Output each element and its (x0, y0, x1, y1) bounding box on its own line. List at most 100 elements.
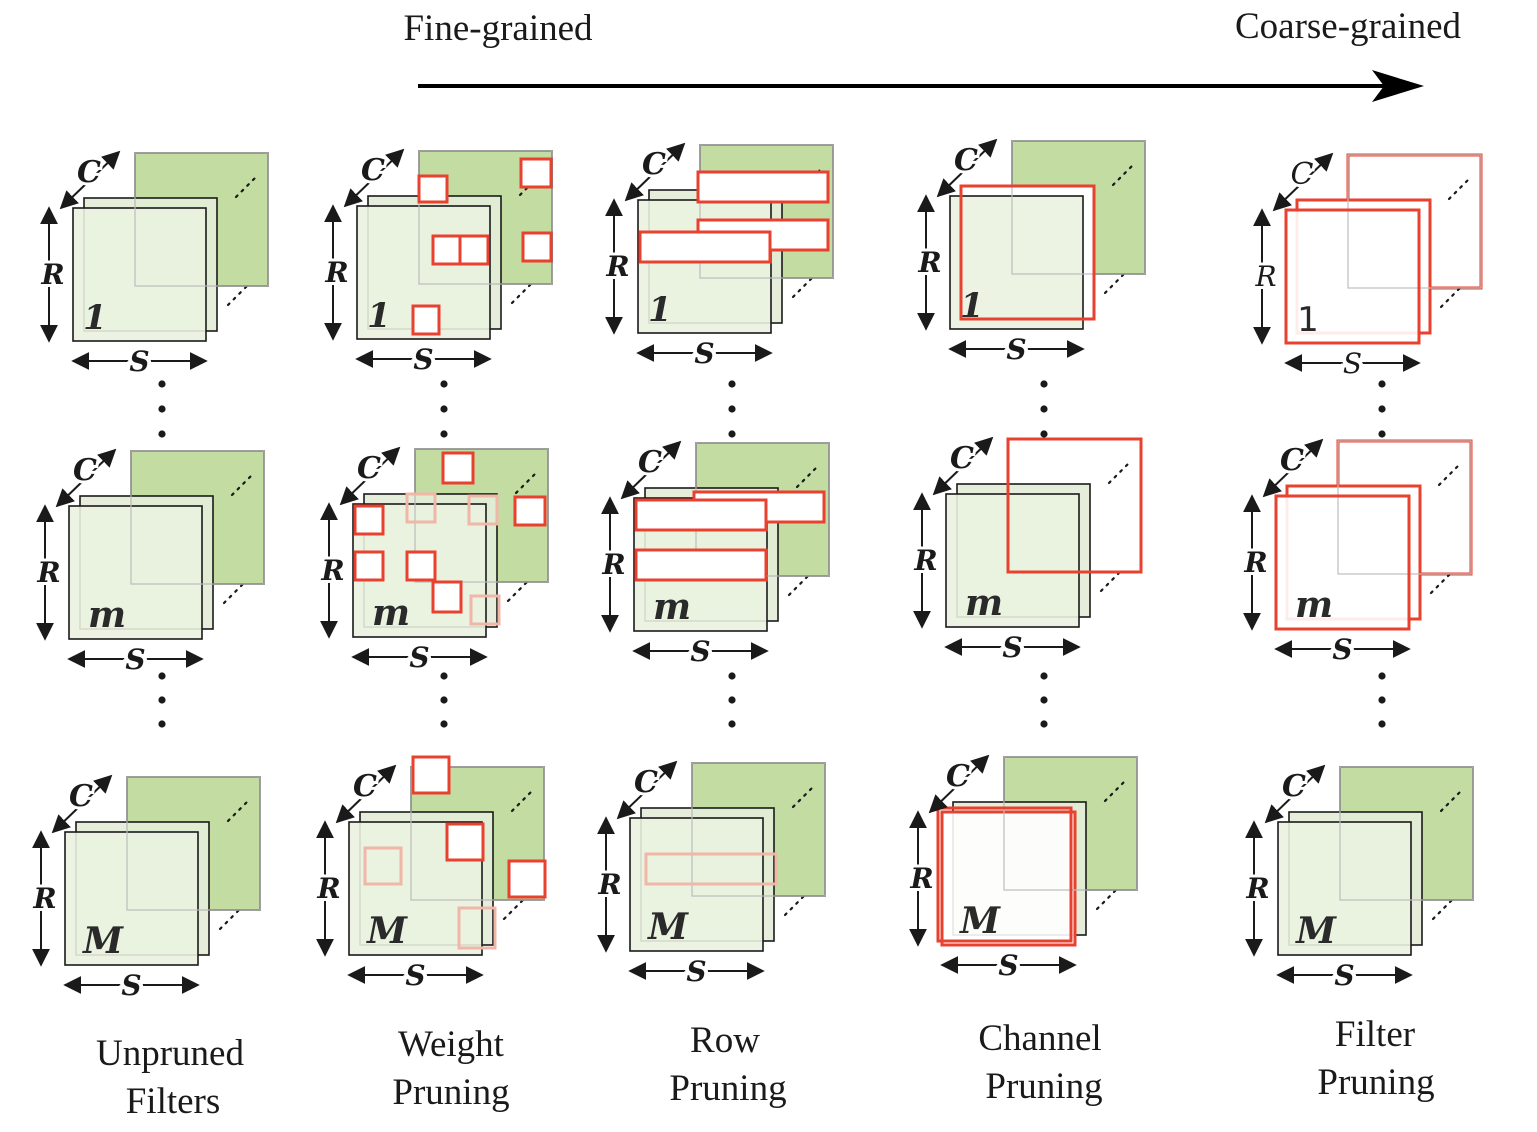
channel-ellipsis (795, 463, 821, 489)
row-ellipsis-dot (158, 696, 166, 704)
row-label: R (324, 256, 348, 289)
pruned-weight (513, 495, 547, 527)
filter-index-label: M (958, 900, 1001, 942)
filter-index-label: M (81, 920, 124, 962)
pruned-weight (405, 550, 437, 582)
pruned-weight (441, 451, 475, 485)
fine-grained-label: Fine-grained (403, 8, 593, 49)
front-channel-square (72, 207, 207, 342)
column-label: S (1332, 633, 1352, 666)
channel-ellipsis (226, 797, 252, 823)
channel-ellipsis (502, 895, 528, 921)
filter-grid: CRS1CRSmCRSMCRS1CRSmCRSMCRS1CRSmCRSMCRS1… (29, 138, 1483, 1006)
column-label: S (413, 343, 433, 376)
channel-label: C (1282, 769, 1306, 804)
row-ellipsis-dot (440, 720, 448, 728)
row-ellipsis-dot (440, 696, 448, 704)
filter-stack-channel-1: C R S1 (914, 138, 1146, 370)
row-ellipsis-dot (1040, 696, 1048, 704)
row-label: R (1243, 546, 1267, 579)
row-label: R (909, 862, 933, 895)
channel-ellipsis (510, 279, 536, 305)
column-label: S (690, 635, 710, 668)
filter-index-label: m (88, 594, 126, 636)
back-square-outline (1011, 140, 1146, 275)
column-label: S (998, 949, 1018, 982)
pruned-weight (445, 822, 485, 862)
column-label: S (121, 969, 141, 1002)
back-square-outline (1337, 440, 1472, 575)
row-label: R (36, 556, 60, 589)
pruned-filter (1284, 208, 1421, 345)
pruned-weight (507, 859, 547, 899)
channel-axis-arrow (55, 448, 117, 508)
column-label: S (1006, 333, 1026, 366)
column-label: S (405, 959, 425, 992)
row-ellipsis-dot (440, 672, 448, 680)
channel-ellipsis (791, 783, 817, 809)
channel-axis-arrow (936, 138, 998, 198)
row-label: R (601, 548, 625, 581)
front-channel-square (64, 831, 199, 966)
channel-axis-arrow (343, 148, 405, 208)
row-ellipsis-dot (1378, 430, 1386, 438)
row-ellipsis-dot (158, 720, 166, 728)
filter-stack-filter-m: C R SM (1242, 764, 1474, 996)
column-label: S (125, 643, 145, 676)
column-label: S (1343, 347, 1362, 380)
channel-label: C (642, 147, 666, 182)
channel-ellipsis (1103, 777, 1129, 803)
channel-label: C (353, 769, 377, 804)
caption-filter-line2: Pruning (1317, 1062, 1434, 1103)
pruned-weight (353, 550, 385, 582)
row-label: R (1254, 260, 1276, 293)
channel-ellipsis (1439, 787, 1465, 813)
row-ellipsis-dot (1378, 380, 1386, 388)
channel-axis-arrow (932, 436, 994, 496)
channel-axis-arrow (1264, 764, 1326, 824)
channel-label: C (73, 453, 97, 488)
filter-index-label: 1 (83, 298, 107, 338)
channel-axis-arrow (59, 150, 121, 210)
pruned-weight (458, 234, 490, 266)
filter-index-label: 1 (648, 290, 672, 330)
row-label: R (40, 258, 64, 291)
channel-label: C (77, 155, 101, 190)
channel-axis-arrow (1262, 438, 1324, 498)
row-ellipsis-dot (1040, 430, 1048, 438)
row-ellipsis-dot (158, 430, 166, 438)
channel-ellipsis (1447, 175, 1473, 201)
row-ellipsis-dot (1378, 672, 1386, 680)
channel-axis-arrow (616, 760, 678, 820)
channel-ellipsis (226, 281, 252, 307)
channel-ellipsis (510, 787, 536, 813)
filter-stack-unpruned-m: C R Sm (33, 448, 265, 680)
channel-ellipsis (787, 571, 813, 597)
channel-ellipsis (791, 273, 817, 299)
filter-stack-channel-m: C R SM (906, 754, 1138, 986)
filter-index-label: 1 (960, 286, 984, 326)
pruned-row (634, 548, 768, 582)
row-ellipsis-dot (1040, 405, 1048, 413)
pruned-channel (1006, 437, 1143, 574)
pruned-weight (457, 906, 497, 950)
caption-channel-line1: Channel (978, 1018, 1101, 1059)
pruned-row (696, 170, 830, 204)
pruned-weight (469, 594, 501, 626)
column-label: S (409, 641, 429, 674)
back-square-outline (126, 776, 261, 911)
channel-label: C (638, 445, 662, 480)
front-channel-square (940, 810, 1077, 947)
back-square-outline (418, 150, 553, 285)
channel-ellipsis (506, 577, 532, 603)
channel-label: C (1291, 157, 1314, 192)
row-ellipsis-dot (1378, 405, 1386, 413)
channel-ellipsis (1437, 461, 1463, 487)
row-label: R (605, 250, 629, 283)
filter-stack-row-1: C R S1 (602, 142, 834, 374)
channel-label: C (1280, 443, 1304, 478)
column-label: S (129, 345, 149, 378)
channel-ellipsis (1095, 885, 1121, 911)
front-channel-square (1277, 821, 1412, 956)
